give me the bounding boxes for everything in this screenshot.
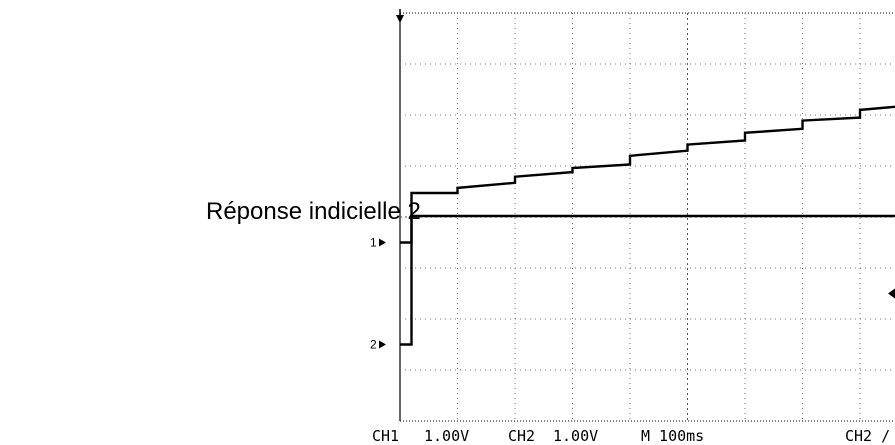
channel-marker-label: 1 [370, 236, 377, 250]
channel-marker-label: 2 [370, 338, 377, 352]
figure-caption: Réponse indicielle 2 [206, 198, 421, 225]
ch2-label: CH2 [508, 427, 535, 445]
trace-ch1 [400, 214, 895, 244]
ch1-label: CH1 [372, 427, 399, 445]
channel-marker-icon [379, 340, 386, 349]
trigger-position-icon [396, 15, 404, 23]
channel-markers: 12 [370, 236, 895, 352]
ch1-scale: 1.00V [424, 427, 469, 445]
trace-ch2 [400, 105, 895, 346]
channel-marker-icon [379, 238, 386, 247]
ch2-scale: 1.00V [553, 427, 598, 445]
traces [400, 105, 895, 346]
trigger-level-icon [888, 288, 895, 299]
timebase-readout: M 100ms [641, 427, 704, 445]
graticule [396, 9, 895, 422]
trigger-readout: CH2 / [845, 427, 890, 445]
